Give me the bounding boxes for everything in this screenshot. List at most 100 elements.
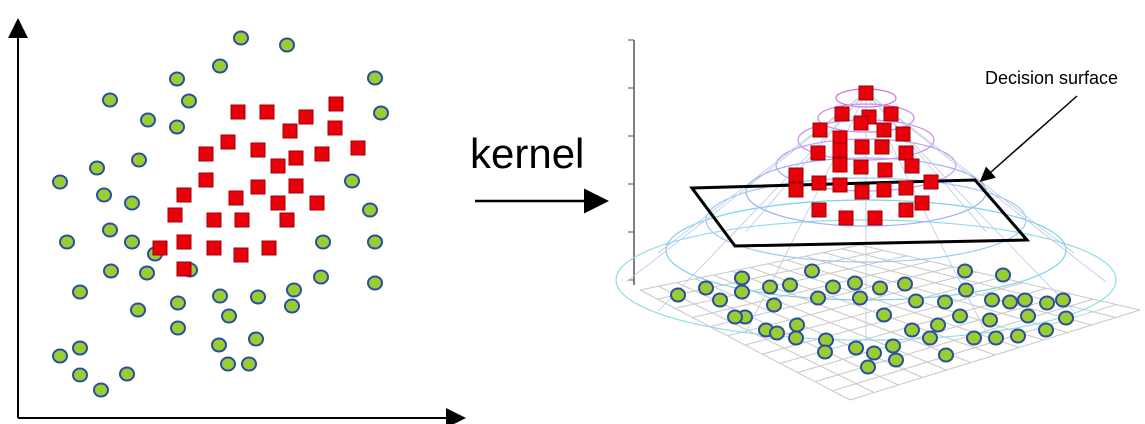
class-b-point — [250, 142, 266, 158]
class-a-point — [766, 297, 782, 313]
class-a-point — [734, 270, 750, 286]
class-a-point — [860, 359, 876, 375]
class-b-point — [176, 234, 192, 250]
class-b-point — [220, 134, 236, 150]
class-a-point — [130, 302, 146, 318]
floor-grid — [823, 252, 1092, 326]
class-a-point — [221, 308, 237, 324]
class-b-point — [328, 96, 344, 112]
lifted-class-b-point — [858, 85, 874, 101]
class-b-point — [234, 212, 250, 228]
class-a-point — [52, 348, 68, 364]
decision-surface-label: Decision surface — [985, 68, 1118, 88]
class-a-point — [59, 234, 75, 250]
class-a-point — [124, 234, 140, 250]
class-b-point — [261, 240, 277, 256]
class-a-point — [169, 119, 185, 135]
class-b-point — [198, 146, 214, 162]
lifted-class-b-point — [876, 182, 892, 198]
class-a-point — [93, 382, 109, 398]
class-b-point — [282, 123, 298, 139]
surface-meridian — [657, 91, 867, 254]
class-a-point — [102, 92, 118, 108]
class-a-point — [211, 337, 227, 353]
class-a-point — [734, 284, 750, 300]
lifted-class-b-point — [867, 210, 883, 226]
lifted-class-b-point — [876, 122, 892, 138]
lifted-class-b-point — [904, 158, 920, 174]
lifted-class-b-point — [854, 139, 870, 155]
class-b-point — [176, 261, 192, 277]
class-a-point — [982, 312, 998, 328]
class-a-point — [988, 330, 1004, 346]
class-b-point — [298, 109, 314, 125]
class-a-point — [848, 340, 864, 356]
lifted-class-b-point — [898, 145, 914, 161]
class-a-point — [181, 93, 197, 109]
class-a-point — [904, 322, 920, 338]
class-a-point — [170, 320, 186, 336]
lifted-class-b-point — [832, 157, 848, 173]
class-a-point — [908, 293, 924, 309]
class-a-point — [1055, 292, 1071, 308]
class-a-point — [698, 280, 714, 296]
class-a-point — [727, 309, 743, 325]
class-a-point — [313, 269, 329, 285]
lifted-class-b-point — [811, 202, 827, 218]
class-a-point — [373, 105, 389, 121]
class-a-point — [897, 276, 913, 292]
class-a-point — [284, 298, 300, 314]
class-a-point — [952, 308, 968, 324]
floor-grid — [841, 248, 1116, 318]
lifted-class-b-point — [898, 202, 914, 218]
class-a-point — [131, 152, 147, 168]
class-a-point — [712, 292, 728, 308]
class-b-point — [288, 150, 304, 166]
class-a-point — [922, 330, 938, 346]
class-a-point — [1039, 295, 1055, 311]
class-a-point — [233, 30, 249, 46]
class-b-point — [259, 104, 275, 120]
lifted-class-b-point — [832, 142, 848, 158]
class-a-point — [930, 317, 946, 333]
class-a-point — [789, 317, 805, 333]
class-a-point — [872, 280, 888, 296]
kernel-label: kernel — [470, 130, 584, 177]
class-a-point — [250, 289, 266, 305]
class-a-point — [72, 340, 88, 356]
class-b-point — [314, 146, 330, 162]
class-a-point — [89, 160, 105, 176]
class-a-point — [966, 330, 982, 346]
class-a-point — [804, 263, 820, 279]
lifted-class-b-point — [923, 174, 939, 190]
lifted-class-b-point — [853, 115, 869, 131]
lifted-class-b-point — [853, 159, 869, 175]
lifted-class-b-point — [834, 106, 850, 122]
class-a-point — [220, 356, 236, 372]
class-a-point — [825, 279, 841, 295]
class-b-point — [250, 179, 266, 195]
feature-space — [615, 39, 1141, 401]
lifted-class-b-point — [883, 106, 899, 122]
class-a-point — [315, 234, 331, 250]
class-a-point — [847, 275, 863, 291]
surface-pointer — [979, 95, 1078, 182]
class-a-point — [1020, 308, 1036, 324]
surface-meridian — [865, 91, 1075, 312]
class-a-point — [769, 325, 785, 341]
class-a-point — [279, 37, 295, 53]
class-b-point — [152, 240, 168, 256]
lifted-class-b-point — [838, 210, 854, 226]
class-b-point — [230, 104, 246, 120]
left-axes — [7, 18, 466, 424]
class-a-point — [984, 292, 1000, 308]
class-a-point — [248, 331, 264, 347]
class-b-point — [288, 178, 304, 194]
class-a-point — [1010, 328, 1026, 344]
class-a-point — [124, 195, 140, 211]
class-a-point — [957, 263, 973, 279]
surface-meridian — [657, 91, 867, 312]
class-a-point — [72, 367, 88, 383]
input-space-points — [52, 30, 389, 398]
